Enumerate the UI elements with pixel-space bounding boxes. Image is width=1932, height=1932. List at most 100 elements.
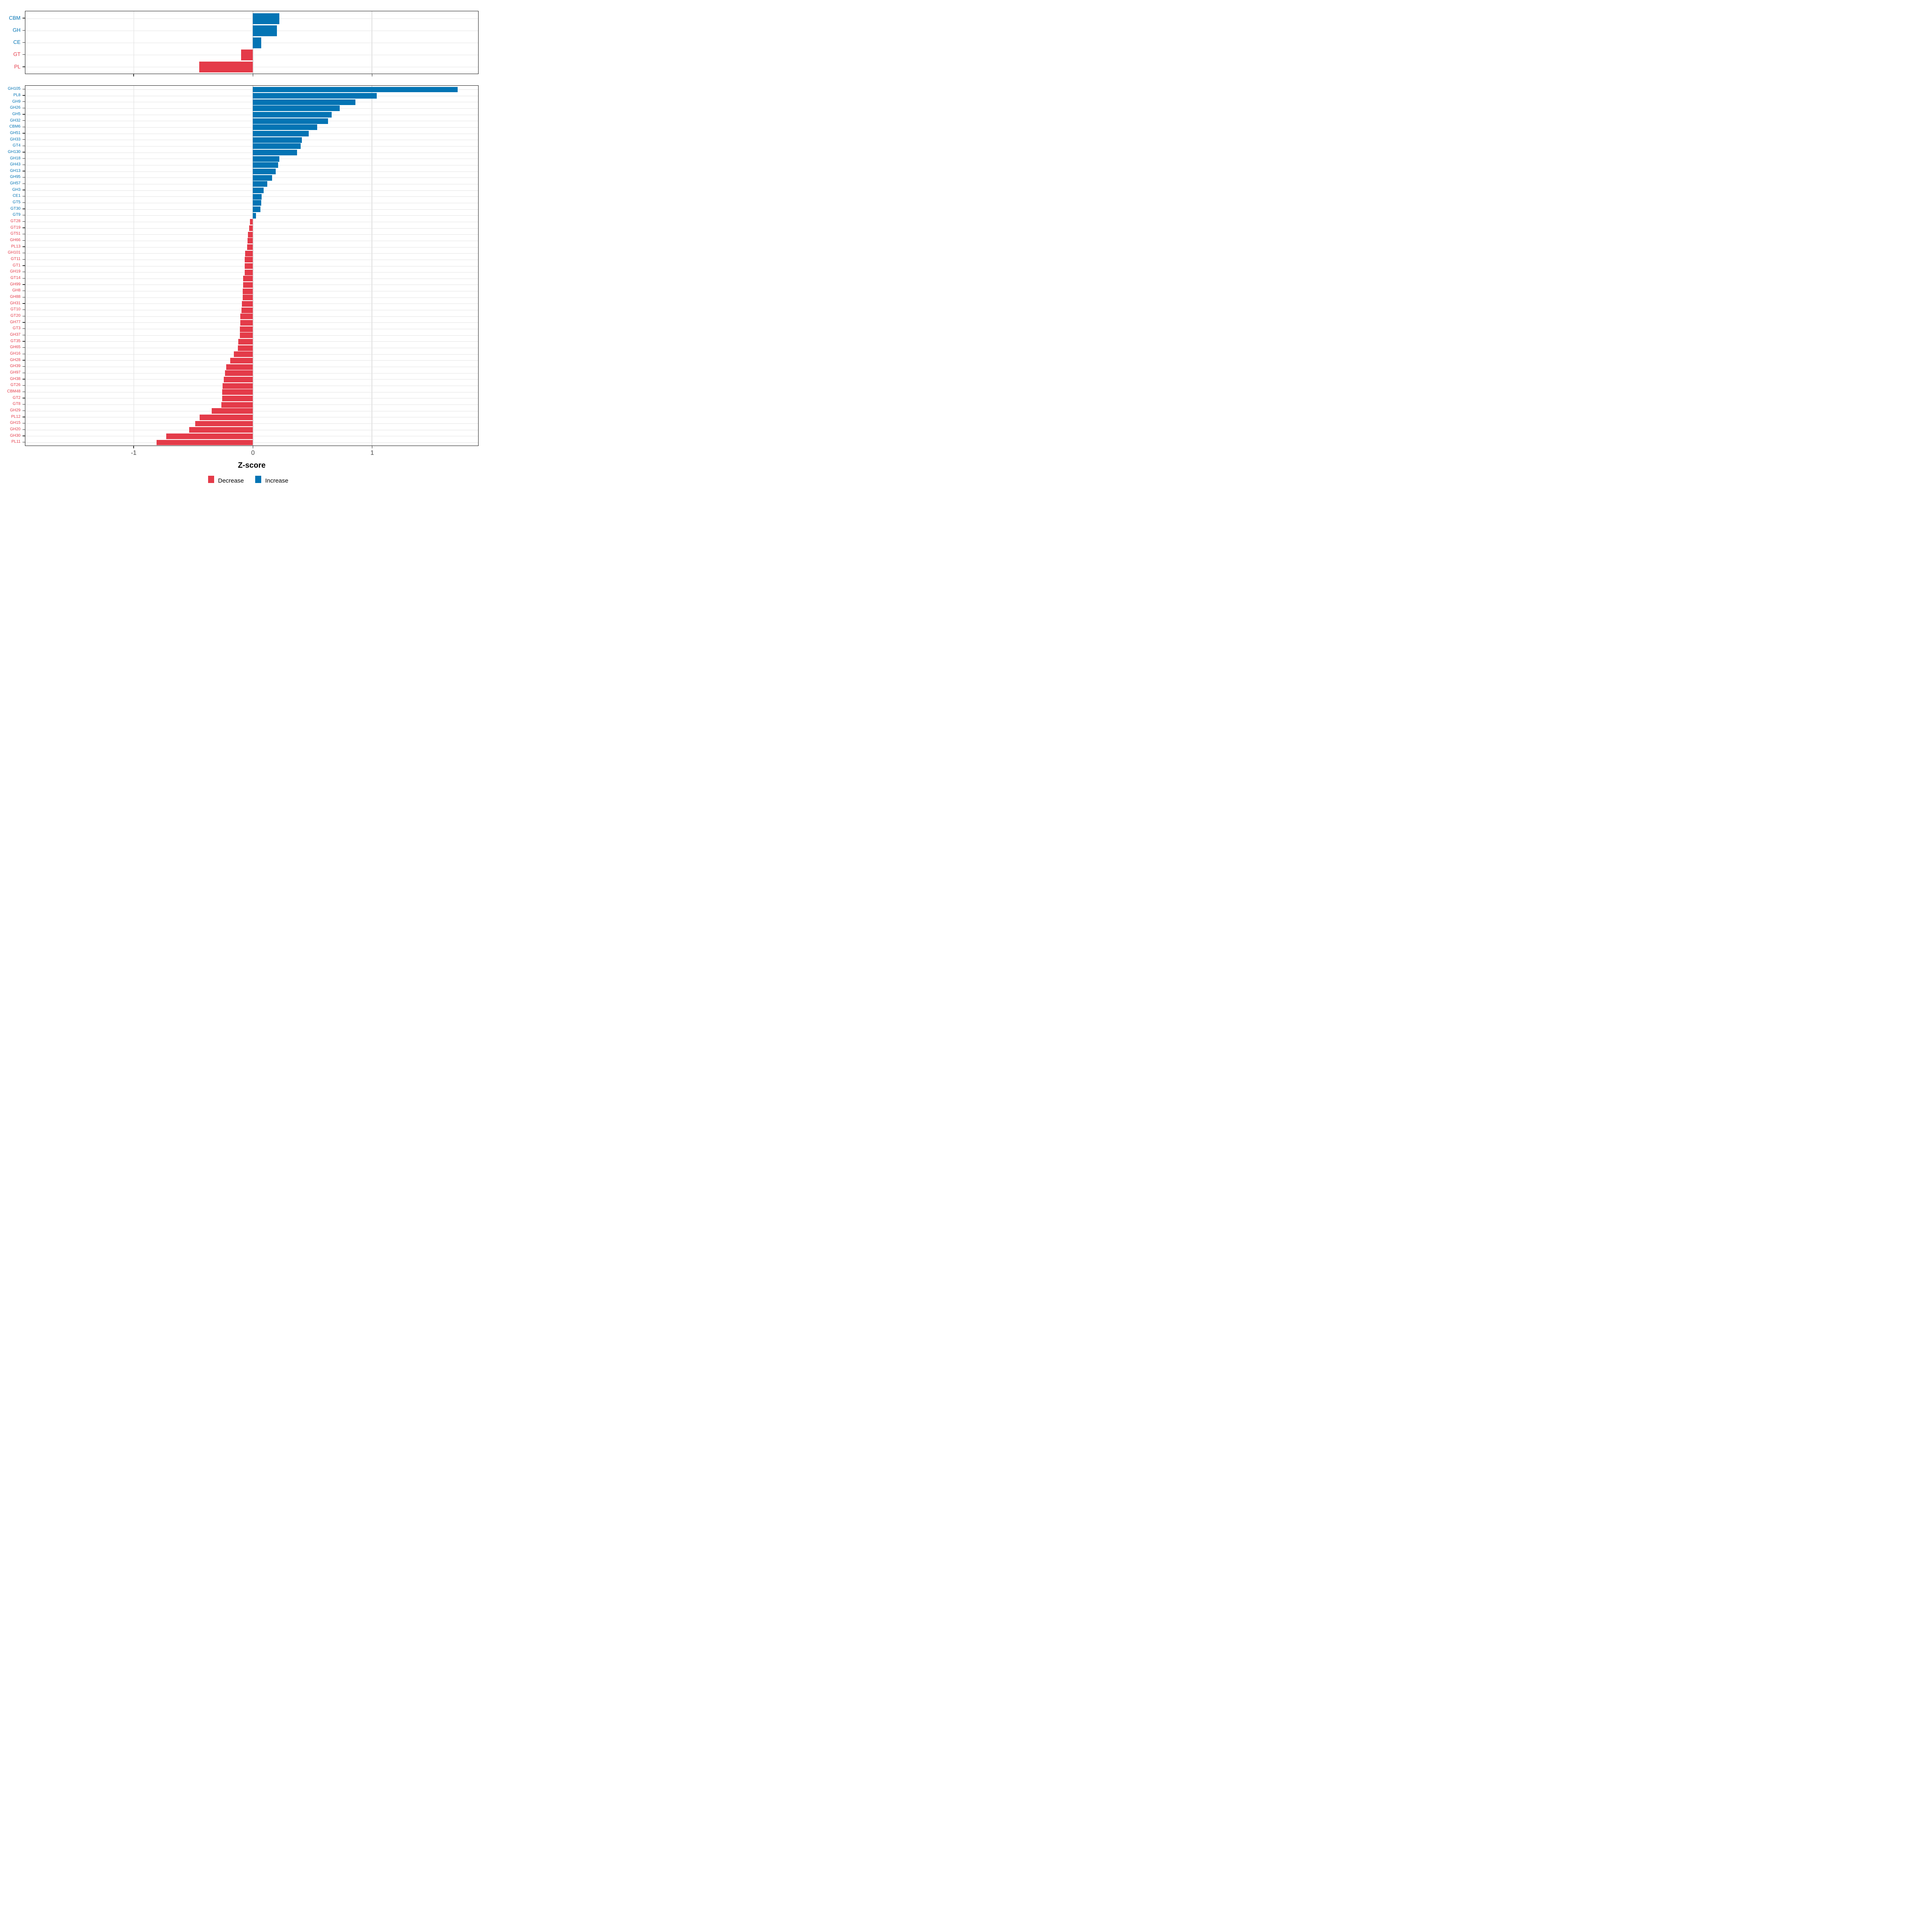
y-tick-mark — [23, 202, 25, 203]
bar-GT26 — [223, 383, 253, 389]
x-tick-mark — [133, 446, 134, 448]
category-label-CBM: CBM — [9, 14, 21, 21]
y-tick-mark — [23, 366, 25, 367]
y-tick-mark — [23, 297, 25, 298]
bar-GT14 — [243, 276, 253, 282]
category-label-GH29: GH29 — [10, 408, 21, 413]
y-tick-mark — [23, 221, 25, 222]
category-label-GH31: GH31 — [10, 301, 21, 305]
category-label-GT2: GT2 — [12, 395, 21, 400]
category-label-GT3: GT3 — [12, 326, 21, 331]
bar-GH28 — [230, 358, 253, 363]
bar-GH5 — [253, 112, 332, 118]
x-tick-mark — [252, 446, 254, 448]
bar-GH95 — [253, 175, 272, 181]
category-label-GH18: GH18 — [10, 156, 21, 161]
y-tick-mark — [23, 379, 25, 380]
bar-GH20 — [189, 427, 253, 433]
row-gridline — [25, 171, 478, 172]
bar-GH130 — [253, 150, 297, 155]
y-tick-mark — [23, 265, 25, 266]
category-label-GH105: GH105 — [8, 87, 21, 91]
category-label-GH5: GH5 — [12, 111, 21, 116]
legend-swatch-decrease — [208, 476, 214, 483]
vertical-gridline-0 — [252, 86, 254, 446]
y-tick-mark — [23, 385, 25, 386]
bar-GH39 — [226, 364, 253, 370]
category-label-PL: PL — [14, 63, 21, 70]
y-tick-mark — [23, 316, 25, 317]
category-label-GH33: GH33 — [10, 137, 21, 142]
category-label-CE: CE — [13, 39, 21, 45]
category-label-CBM6: CBM6 — [9, 124, 21, 129]
category-label-GT20: GT20 — [10, 314, 21, 318]
category-label-GT: GT — [13, 51, 21, 58]
row-gridline — [25, 215, 478, 216]
y-tick-mark — [23, 259, 25, 260]
y-tick-mark — [23, 233, 25, 235]
bar-GT35 — [238, 339, 253, 345]
category-label-GH30: GH30 — [10, 433, 21, 438]
bar-GH13 — [253, 169, 276, 174]
category-label-GH101: GH101 — [8, 250, 21, 255]
figure: Z-score Decrease Increase CBM GH CE GT PL GH1… — [0, 0, 483, 483]
category-label-GH8: GH8 — [12, 288, 21, 293]
category-label-GH95: GH95 — [10, 175, 21, 180]
x-tick-label: 0 — [251, 450, 255, 456]
bar-PL11 — [156, 440, 253, 446]
y-tick-mark — [23, 139, 25, 140]
category-label-GT8: GT8 — [12, 402, 21, 407]
category-label-GH88: GH88 — [10, 295, 21, 299]
bar-GT30 — [253, 206, 260, 212]
bar-GT51 — [248, 231, 253, 237]
category-label-GT14: GT14 — [10, 276, 21, 281]
bar-GH33 — [253, 137, 302, 143]
bar-CBM48 — [222, 389, 253, 395]
y-tick-mark — [23, 95, 25, 96]
category-label-GH16: GH16 — [10, 351, 21, 356]
bar-GH8 — [243, 288, 253, 294]
x-tick-mark — [372, 74, 373, 76]
row-gridline — [25, 127, 478, 128]
bar-GH18 — [253, 156, 279, 162]
category-label-GT11: GT11 — [10, 257, 21, 262]
bar-GH77 — [240, 320, 253, 326]
bar-GH15 — [195, 421, 253, 427]
category-label-GH15: GH15 — [10, 421, 21, 425]
category-label-PL11: PL11 — [11, 440, 21, 444]
y-tick-mark — [23, 126, 25, 128]
y-tick-mark — [23, 303, 25, 304]
bar-GH16 — [234, 351, 253, 357]
bar-GH88 — [242, 295, 253, 301]
category-label-GT26: GT26 — [10, 383, 21, 388]
category-label-GT4: GT4 — [12, 143, 21, 148]
row-gridline — [25, 146, 478, 147]
category-label-PL13: PL13 — [11, 244, 21, 249]
y-tick-mark — [23, 227, 25, 228]
y-tick-mark — [23, 158, 25, 159]
row-gridline — [25, 89, 478, 90]
category-label-GT5: GT5 — [12, 200, 21, 205]
category-label-GT19: GT19 — [10, 225, 21, 230]
bar-GH65 — [238, 345, 253, 351]
bar-GH97 — [225, 370, 253, 376]
legend: Decrease Increase — [25, 476, 479, 483]
bar-GT1 — [245, 263, 253, 269]
bottom-panel — [25, 85, 479, 446]
bar-GH30 — [166, 433, 253, 439]
bar-GT8 — [221, 402, 253, 408]
y-tick-mark — [23, 54, 25, 55]
category-label-GT10: GT10 — [10, 307, 21, 312]
bar-GH66 — [248, 238, 253, 244]
category-label-GH32: GH32 — [10, 118, 21, 123]
bar-GH9 — [253, 99, 355, 105]
y-tick-mark — [23, 89, 25, 90]
y-tick-mark — [23, 101, 25, 102]
bar-GT5 — [253, 200, 261, 206]
category-label-GT30: GT30 — [10, 206, 21, 211]
y-tick-mark — [23, 341, 25, 342]
category-label-GH26: GH26 — [10, 105, 21, 110]
top-panel — [25, 11, 479, 74]
category-label-GH39: GH39 — [10, 364, 21, 369]
category-label-GT28: GT28 — [10, 219, 21, 224]
